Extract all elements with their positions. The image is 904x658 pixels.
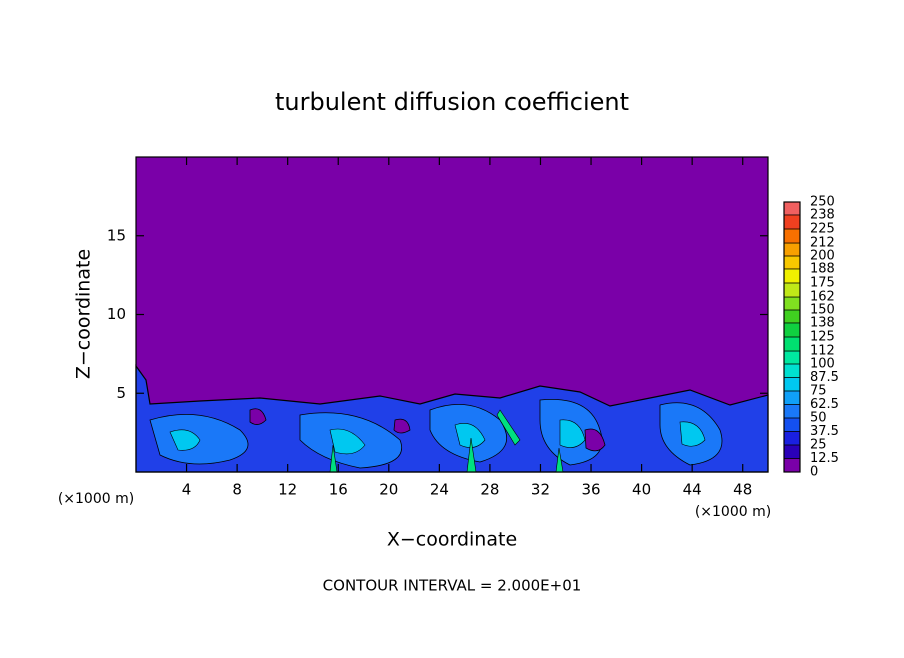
colorbar-bin [784, 431, 800, 445]
y-tick-label: 5 [116, 384, 126, 402]
field-hole [249, 408, 606, 452]
colorbar-tick-label: 225 [810, 222, 835, 237]
colorbar-bin [784, 458, 800, 472]
colorbar-bin [784, 297, 800, 310]
x-tick-label: 48 [733, 481, 752, 499]
colorbar-tick-label: 75 [810, 384, 827, 399]
x-axis-label: X−coordinate [387, 529, 517, 551]
colorbar-bin [784, 256, 800, 269]
colorbar-tick-label: 188 [810, 261, 835, 276]
colorbar-bin [784, 377, 800, 391]
colorbar-bin [784, 418, 800, 432]
colorbar-bin [784, 229, 800, 244]
x-tick-label: 24 [430, 481, 449, 499]
colorbar-bin [784, 310, 800, 323]
x-tick-label: 40 [632, 481, 651, 499]
y-tick-label: 15 [107, 226, 126, 244]
chart-title: turbulent diffusion coefficient [275, 88, 629, 116]
x-unit-right: (×1000 m) [695, 504, 771, 520]
colorbar-bin [784, 337, 800, 352]
colorbar-tick-label: 138 [810, 315, 835, 330]
colorbar-bin [784, 283, 800, 298]
colorbar-tick-label: 100 [810, 357, 835, 372]
contour-field [135, 157, 769, 473]
colorbar-tick-label: 250 [810, 195, 835, 210]
colorbar-tick-label: 50 [810, 411, 827, 426]
colorbar-bin [784, 268, 800, 283]
colorbar-bin [784, 214, 800, 229]
x-tick-label: 36 [581, 481, 600, 499]
colorbar-frame [783, 201, 801, 473]
colorbar-bin [784, 391, 800, 405]
field-blob [149, 398, 723, 469]
x-tick-label: 44 [683, 481, 702, 499]
x-tick-label: 20 [379, 481, 398, 499]
x-tick-label: 28 [480, 481, 499, 499]
colorbar-tick-label: 112 [810, 344, 835, 359]
colorbar-bin [784, 445, 800, 459]
colorbar-tick-label: 125 [810, 330, 835, 345]
colorbar-tick-label: 0 [810, 465, 818, 480]
colorbar-bin [784, 364, 800, 378]
colorbar-bin [784, 202, 800, 215]
colorbar-tick-label: 12.5 [810, 451, 839, 466]
colorbar-tick-label: 150 [810, 303, 835, 318]
x-tick-label: 4 [182, 481, 192, 499]
field-blob [169, 419, 706, 455]
y-axis-label: Z−coordinate [73, 249, 95, 379]
colorbar-tick-label: 87.5 [810, 370, 839, 385]
colorbar-bin [784, 243, 800, 256]
colorbar-tick-label: 162 [810, 290, 835, 305]
x-tick-label: 16 [329, 481, 348, 499]
x-tick-label: 8 [232, 481, 242, 499]
colorbar-bin [784, 351, 800, 364]
colorbar-bin [784, 404, 800, 418]
x-tick-label: 32 [531, 481, 550, 499]
x-tick-label: 12 [278, 481, 297, 499]
colorbar-tick-label: 62.5 [810, 397, 839, 412]
colorbar-tick-label: 37.5 [810, 424, 839, 439]
colorbar-tick-label: 212 [810, 236, 835, 251]
colorbar-tick-label: 25 [810, 438, 827, 453]
y-tick-label: 10 [107, 305, 126, 323]
colorbar-bin [784, 322, 800, 337]
x-unit-left: (×1000 m) [58, 491, 134, 507]
colorbar-tick-label: 200 [810, 249, 835, 264]
annotation: CONTOUR INTERVAL = 2.000E+01 [323, 577, 582, 595]
field-streak [329, 409, 564, 473]
colorbar-tick-label: 238 [810, 207, 835, 222]
colorbar-tick-label: 175 [810, 276, 835, 291]
